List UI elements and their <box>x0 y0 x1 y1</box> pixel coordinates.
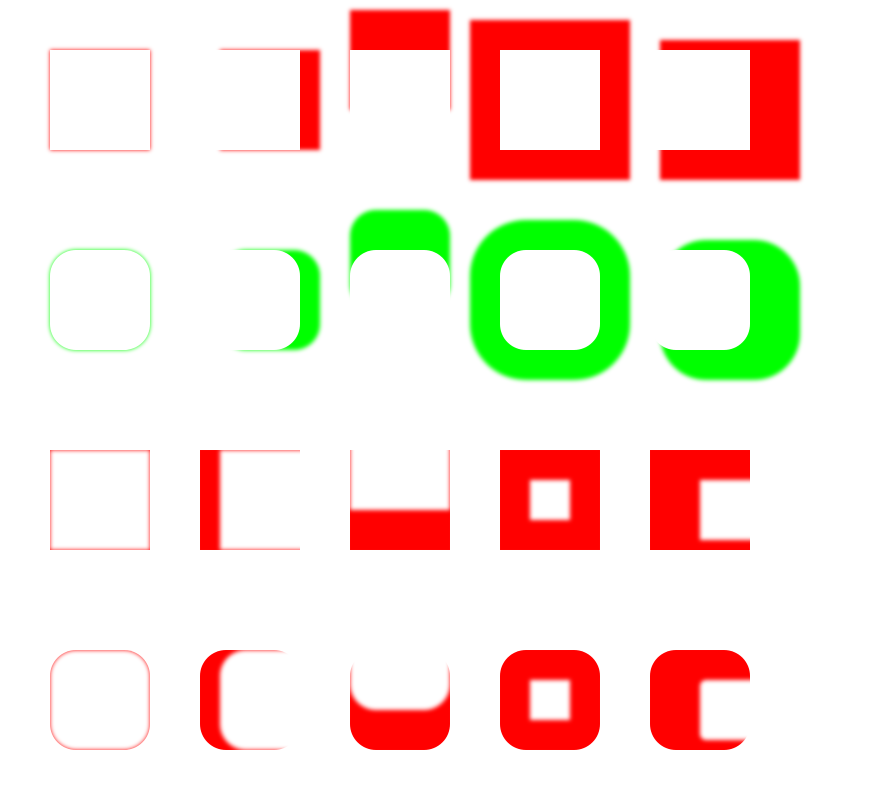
outer-shadow-square-box-2 <box>200 50 300 150</box>
outer-shadow-rounded-box-1 <box>50 250 150 350</box>
inset-shadow-rounded-box-5 <box>650 650 750 750</box>
inset-shadow-rounded-box-1 <box>50 650 150 750</box>
outer-shadow-square-box-3 <box>350 50 450 150</box>
inset-shadow-square-box-1 <box>50 450 150 550</box>
inset-shadow-square-box-2 <box>200 450 300 550</box>
inset-shadow-rounded-box-4 <box>500 650 600 750</box>
outer-shadow-square-box-4 <box>500 50 600 150</box>
inset-shadow-rounded-box-2 <box>200 650 300 750</box>
outer-shadow-rounded-box-5 <box>650 250 750 350</box>
inset-shadow-square-box-5 <box>650 450 750 550</box>
outer-shadow-rounded-box-3 <box>350 250 450 350</box>
outer-shadow-rounded-box-2 <box>200 250 300 350</box>
inset-shadow-square-box-4 <box>500 450 600 550</box>
outer-shadow-square-box-5 <box>650 50 750 150</box>
inset-shadow-square-box-3 <box>350 450 450 550</box>
outer-shadow-square-box-1 <box>50 50 150 150</box>
outer-shadow-rounded-box-4 <box>500 250 600 350</box>
inset-shadow-rounded-box-3 <box>350 650 450 750</box>
